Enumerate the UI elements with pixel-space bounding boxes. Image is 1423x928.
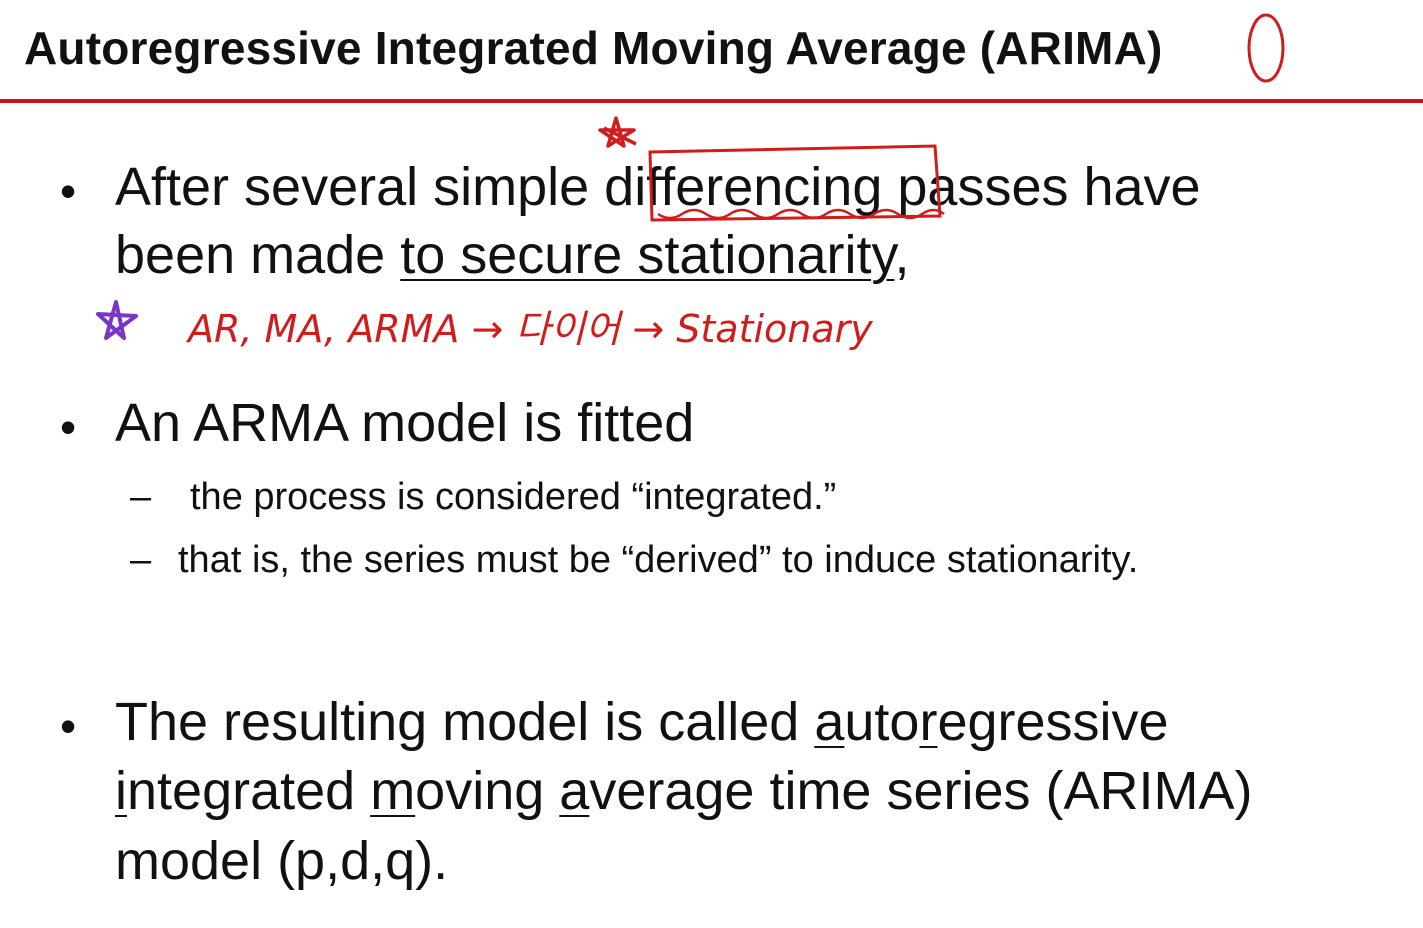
- bullet-2-text: An ARMA model is fitted: [115, 393, 695, 453]
- sub-dash: –: [130, 539, 152, 581]
- sub-dash: –: [130, 476, 152, 518]
- bullet-3-line-1: The resulting model is called autoregres…: [115, 695, 1169, 749]
- b3-letter-r: r: [919, 692, 938, 752]
- sub-bullet-1: the process is considered “integrated.”: [190, 476, 837, 518]
- title-divider: [0, 99, 1423, 103]
- red-star-icon: [598, 116, 637, 148]
- bullet-3-line-2: integrated moving average time series (A…: [115, 764, 1253, 818]
- b1-boxed-word: differencing: [604, 157, 883, 217]
- b3-verage: verage time series (ARIMA): [589, 761, 1253, 821]
- b3-letter-i: i: [115, 761, 127, 821]
- sub-bullet-2: that is, the series must be “derived” to…: [178, 539, 1139, 581]
- b3-letter-a: a: [814, 692, 845, 752]
- b1-comma: ,: [894, 225, 910, 285]
- bullet-1-line-1: After several simple differencing passes…: [115, 160, 1201, 214]
- b3-oving: oving: [415, 761, 560, 821]
- bullet-marker: •: [60, 700, 77, 752]
- b1-text-pre2: been made: [115, 225, 401, 285]
- b3-letter-a2: a: [559, 761, 590, 821]
- title-circle-mark: [1247, 13, 1285, 83]
- b1-text-pre: After several simple: [115, 157, 605, 217]
- bullet-3-line-3: model (p,d,q).: [115, 831, 449, 891]
- b3-egressive: egressive: [937, 692, 1169, 752]
- b3-uto: uto: [844, 692, 920, 752]
- bullet-marker: •: [60, 165, 77, 217]
- slide-title: Autoregressive Integrated Moving Average…: [24, 22, 1163, 74]
- bullet-marker: •: [60, 401, 77, 453]
- handwritten-note: AR, MA, ARMA → 다이어 → Stationary: [185, 307, 873, 351]
- b1-text-post: passes have: [882, 157, 1201, 217]
- purple-star-icon: [96, 300, 138, 340]
- b1-underlined-phrase: to secure stationarity: [400, 225, 895, 285]
- b3-ntegrated: ntegrated: [127, 761, 371, 821]
- bullet-1-line-2: been made to secure stationarity,: [115, 228, 909, 282]
- b3-letter-m: m: [370, 761, 416, 821]
- b3-text-pre: The resulting model is called: [115, 692, 815, 752]
